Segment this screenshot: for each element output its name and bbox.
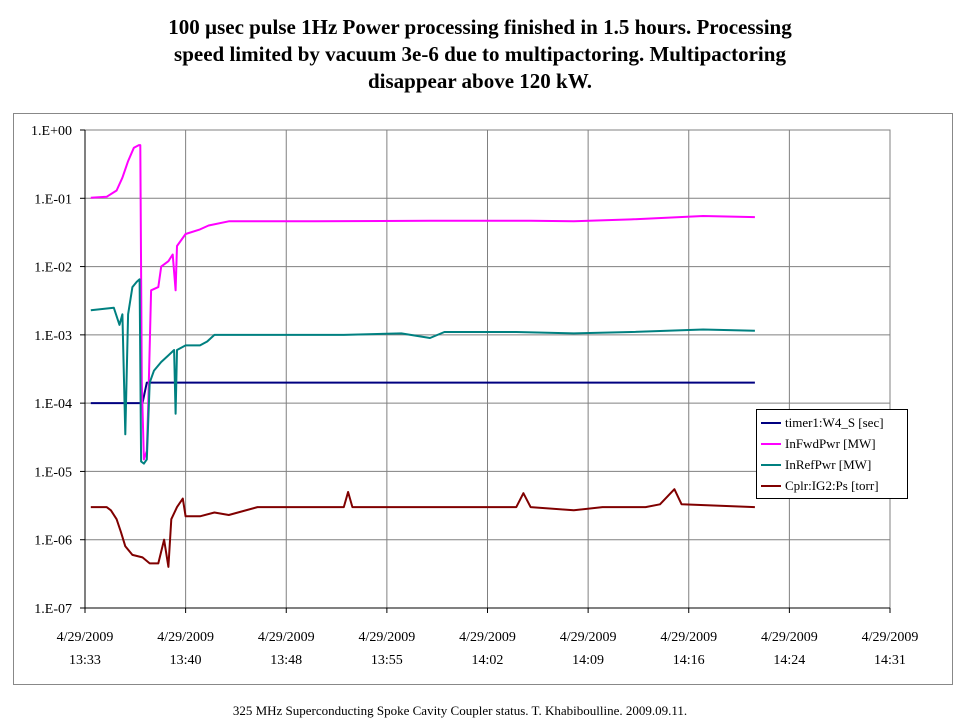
y-tick-label: 1.E-01 [34, 192, 72, 207]
title-line-1: 100 µsec pulse 1Hz Power processing fini… [168, 15, 792, 39]
title-line-3: disappear above 120 kW. [367, 69, 593, 93]
title-line-2: speed limited by vacuum 3e-6 due to mult… [174, 42, 786, 66]
series-line-3 [90, 488, 755, 568]
x-tick-label-date: 4/29/2009 [761, 630, 818, 645]
legend-label: timer1:W4_S [sec] [785, 414, 884, 430]
y-tick-label: 1.E-04 [34, 397, 72, 412]
x-tick-label-time: 14:02 [472, 653, 504, 668]
series-line-0 [90, 381, 755, 405]
x-tick-label-time: 14:09 [572, 653, 604, 668]
x-tick-label-time: 14:16 [673, 653, 705, 668]
legend-swatch [761, 484, 781, 487]
legend-item: InFwdPwr [MW] [761, 433, 903, 454]
legend-item: timer1:W4_S [sec] [761, 412, 903, 433]
chart-legend: timer1:W4_S [sec] InFwdPwr [MW] InRefPwr [… [756, 409, 908, 499]
legend-label: InFwdPwr [MW] [785, 435, 876, 451]
x-tick-label-date: 4/29/2009 [560, 630, 617, 645]
legend-swatch [761, 442, 781, 445]
series-line-2 [90, 278, 755, 465]
y-tick-label: 1.E-06 [34, 534, 72, 549]
x-tick-label-date: 4/29/2009 [358, 630, 415, 645]
x-tick-label-time: 14:24 [773, 653, 805, 668]
legend-item: Cplr:IG2:Ps [torr] [761, 475, 903, 496]
y-tick-label: 1.E+00 [31, 124, 72, 139]
series-line-1 [90, 144, 755, 461]
y-tick-label: 1.E-05 [34, 465, 72, 480]
x-tick-label-date: 4/29/2009 [258, 630, 315, 645]
y-tick-label: 1.E-03 [34, 329, 72, 344]
footer-caption: 325 MHz Superconducting Spoke Cavity Cou… [232, 703, 688, 718]
x-tick-label-time: 13:40 [170, 653, 202, 668]
legend-item: InRefPwr [MW] [761, 454, 903, 475]
x-tick-label-time: 13:55 [371, 653, 403, 668]
x-tick-label-date: 4/29/2009 [157, 630, 214, 645]
x-tick-label-date: 4/29/2009 [660, 630, 717, 645]
legend-swatch [761, 421, 781, 424]
legend-label: InRefPwr [MW] [785, 456, 872, 472]
x-tick-label-date: 4/29/2009 [459, 630, 516, 645]
x-tick-label-time: 13:33 [69, 653, 101, 668]
legend-label: Cplr:IG2:Ps [torr] [785, 477, 879, 493]
x-tick-label-time: 13:48 [270, 653, 302, 668]
legend-swatch [761, 463, 781, 466]
x-tick-label-date: 4/29/2009 [862, 630, 919, 645]
chart-title: 100 µsec pulse 1Hz Power processing fini… [20, 14, 940, 95]
chart-area [13, 113, 953, 685]
x-tick-label-time: 14:31 [874, 653, 906, 668]
y-tick-label: 1.E-07 [34, 602, 72, 617]
y-tick-label: 1.E-02 [34, 261, 72, 276]
x-tick-label-date: 4/29/2009 [57, 630, 114, 645]
